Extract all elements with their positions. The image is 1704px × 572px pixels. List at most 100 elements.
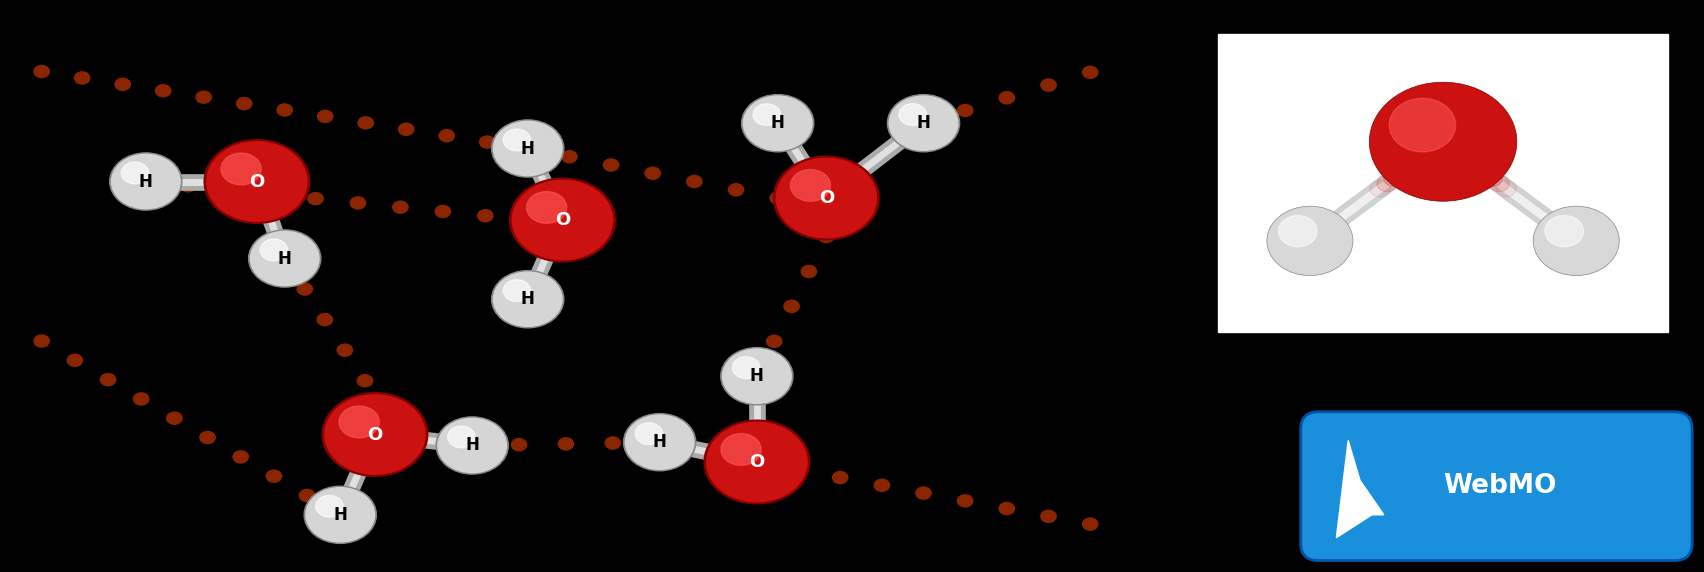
Circle shape [791,169,830,201]
Circle shape [753,104,780,125]
Circle shape [1460,154,1481,171]
Circle shape [479,136,494,148]
Circle shape [109,153,182,210]
Circle shape [315,495,343,517]
Circle shape [630,419,690,466]
Circle shape [1413,149,1433,166]
Circle shape [895,100,953,146]
Circle shape [1419,144,1440,160]
Circle shape [770,192,786,204]
Text: O: O [818,189,833,207]
Circle shape [233,451,249,463]
Circle shape [1433,133,1454,150]
Text: H: H [917,114,930,132]
Circle shape [1482,170,1503,186]
Circle shape [266,470,281,482]
Circle shape [605,437,620,449]
Circle shape [494,121,562,176]
Circle shape [1546,216,1583,247]
Circle shape [435,205,450,217]
Circle shape [492,120,564,177]
Circle shape [704,420,809,504]
Circle shape [1496,180,1517,197]
Circle shape [721,434,762,466]
Circle shape [733,357,760,379]
Circle shape [646,167,661,179]
Circle shape [443,422,501,469]
FancyBboxPatch shape [1300,412,1692,561]
Circle shape [399,123,414,136]
Circle shape [307,487,375,542]
Circle shape [999,92,1014,104]
Text: O: O [249,173,264,190]
Circle shape [477,210,492,222]
Circle shape [784,300,799,312]
Circle shape [777,158,876,238]
Circle shape [1489,175,1510,192]
Circle shape [34,335,49,347]
Circle shape [101,374,116,386]
Text: WebMO: WebMO [1443,473,1556,499]
Circle shape [748,100,808,146]
Circle shape [1476,165,1496,181]
Circle shape [791,464,806,476]
Circle shape [721,348,792,405]
Circle shape [559,438,574,450]
Circle shape [603,159,619,171]
Circle shape [767,335,782,347]
Circle shape [625,415,694,470]
Polygon shape [1336,440,1384,538]
Circle shape [1266,206,1353,276]
Circle shape [199,431,215,444]
Circle shape [958,105,973,117]
Circle shape [448,426,475,448]
Circle shape [310,491,370,538]
Circle shape [351,197,366,209]
Circle shape [818,231,833,243]
Circle shape [1041,510,1056,522]
Circle shape [1278,216,1317,247]
Circle shape [520,214,535,226]
Circle shape [436,417,508,474]
Circle shape [1370,180,1390,197]
Circle shape [750,370,765,382]
Circle shape [498,276,557,323]
Circle shape [498,125,557,172]
Circle shape [636,423,663,444]
Circle shape [1404,154,1425,171]
Circle shape [784,164,869,232]
Circle shape [308,193,324,205]
Circle shape [520,186,605,255]
Circle shape [358,117,373,129]
Text: O: O [556,211,571,229]
Text: H: H [521,290,535,308]
Circle shape [261,239,288,261]
Circle shape [1447,144,1467,160]
Circle shape [520,142,535,154]
Circle shape [915,487,930,499]
Circle shape [509,178,615,262]
Circle shape [1454,149,1474,166]
Circle shape [278,104,293,116]
Circle shape [213,147,300,216]
Circle shape [222,153,261,185]
Circle shape [337,344,353,356]
Circle shape [196,91,211,103]
Circle shape [1467,160,1488,176]
Circle shape [75,72,90,84]
Circle shape [1390,165,1411,181]
Circle shape [889,96,958,150]
Circle shape [440,130,455,142]
Circle shape [801,265,816,277]
Circle shape [206,142,307,221]
Circle shape [394,201,407,213]
Circle shape [1389,98,1455,152]
Circle shape [958,495,973,507]
Circle shape [743,96,813,150]
Circle shape [1082,518,1097,530]
Circle shape [465,439,481,451]
FancyBboxPatch shape [1218,34,1668,332]
Circle shape [256,235,314,282]
Circle shape [492,271,564,328]
Circle shape [511,439,527,451]
